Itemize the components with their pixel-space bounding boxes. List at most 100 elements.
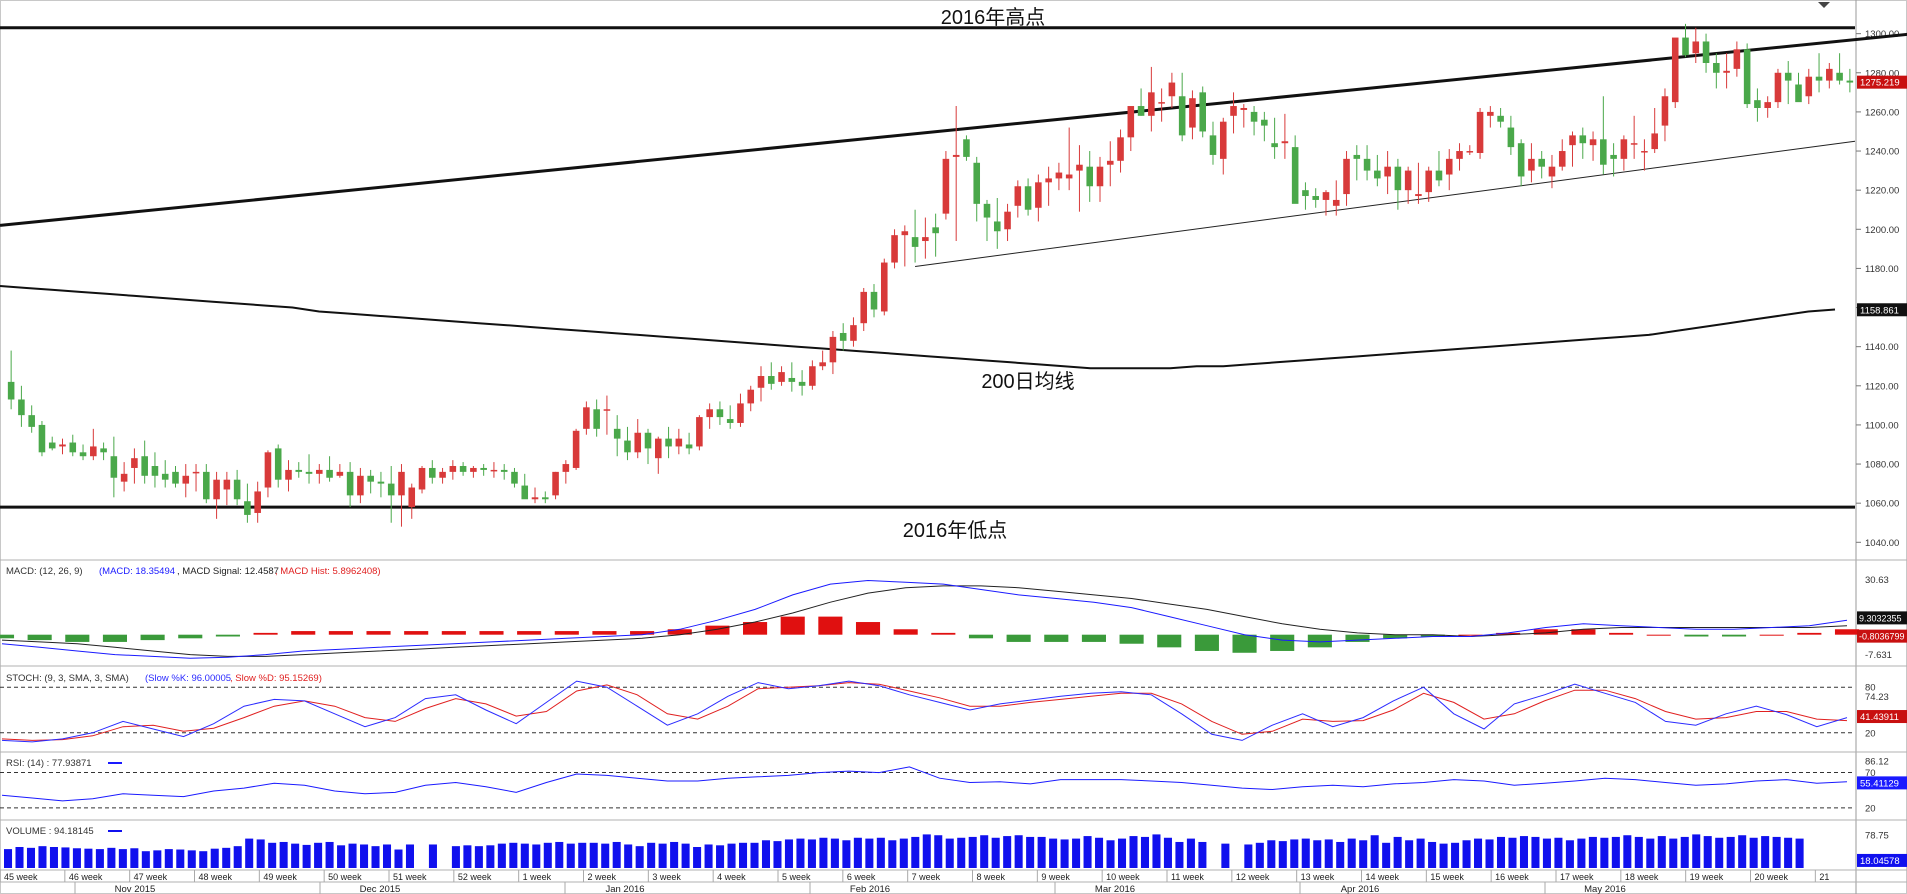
candle-body bbox=[1754, 100, 1761, 108]
macd-hist-bar bbox=[1420, 634, 1445, 637]
volume-bar bbox=[1152, 834, 1161, 868]
candle-body bbox=[110, 456, 118, 478]
candle-body bbox=[1528, 158, 1535, 171]
candle-body bbox=[490, 469, 498, 472]
candle-body bbox=[1219, 121, 1227, 159]
candle-body bbox=[305, 471, 313, 474]
candle-body bbox=[1476, 111, 1484, 153]
last-price-tag-bg bbox=[1857, 75, 1907, 89]
volume-bar bbox=[1014, 835, 1023, 868]
macd-hist-bar bbox=[780, 616, 805, 635]
volume-bar bbox=[1623, 835, 1632, 868]
candle-body bbox=[973, 162, 981, 204]
volume-bar bbox=[555, 841, 564, 868]
volume-bar bbox=[520, 843, 529, 868]
candle-body bbox=[706, 409, 713, 418]
volume-bar bbox=[1485, 839, 1494, 868]
volume-bar bbox=[95, 849, 104, 868]
week-label: 48 week bbox=[199, 872, 233, 882]
macd-line bbox=[1, 579, 1848, 659]
candle-body bbox=[1117, 137, 1124, 161]
candle-body bbox=[90, 446, 97, 457]
volume-bar bbox=[84, 848, 93, 868]
volume-bar bbox=[1049, 838, 1058, 868]
candle-body bbox=[1713, 62, 1720, 73]
volume-bar bbox=[187, 850, 196, 868]
candle-body bbox=[1425, 170, 1432, 193]
rsi-tick-label: 20 bbox=[1865, 803, 1876, 814]
macd-hist-bar bbox=[1496, 632, 1521, 635]
candle-body bbox=[1723, 70, 1730, 73]
volume-bar bbox=[1439, 843, 1448, 868]
candle-body bbox=[1158, 102, 1165, 104]
macd-tag-bg bbox=[1857, 611, 1907, 625]
volume-bar bbox=[1278, 841, 1287, 868]
candle-body bbox=[767, 376, 775, 384]
week-label: 12 week bbox=[1236, 872, 1270, 882]
macd-hist-bar bbox=[65, 634, 90, 642]
volume-bar bbox=[1026, 836, 1035, 868]
volume-bar bbox=[1680, 836, 1689, 868]
candle-body bbox=[572, 430, 580, 468]
volume-bar bbox=[1761, 836, 1770, 868]
candle-body bbox=[511, 471, 518, 484]
week-label: 45 week bbox=[4, 872, 38, 882]
candle-body bbox=[562, 464, 570, 472]
volume-bar bbox=[1003, 836, 1012, 868]
candle-body bbox=[141, 456, 148, 476]
candle-body bbox=[624, 440, 631, 453]
macd-hist-bar bbox=[630, 631, 655, 635]
week-label: 4 week bbox=[717, 872, 746, 882]
volume-bar bbox=[1428, 841, 1437, 868]
candle-body bbox=[542, 497, 549, 500]
candle-body bbox=[819, 362, 826, 367]
candle-body bbox=[182, 475, 190, 484]
volume-bar bbox=[1221, 843, 1230, 868]
macd-panel-label: MACD: (12, 26, 9) bbox=[6, 566, 83, 577]
macd-tick-label: -7.631 bbox=[1865, 650, 1892, 661]
volume-bar bbox=[1715, 837, 1724, 868]
week-label: 15 week bbox=[1430, 872, 1464, 882]
volume-bar bbox=[4, 849, 13, 868]
macd-hist-bar bbox=[366, 631, 391, 635]
volume-bar bbox=[1703, 836, 1712, 868]
chevron-down-icon[interactable] bbox=[1818, 2, 1830, 8]
annotation-2016-low: 2016年低点 bbox=[903, 519, 1008, 542]
candle-body bbox=[1651, 133, 1658, 150]
candle-body bbox=[7, 381, 15, 400]
candle-body bbox=[1630, 143, 1638, 145]
ma200-line bbox=[0, 285, 1836, 370]
volume-bar bbox=[922, 834, 931, 868]
macd-hist-bar bbox=[743, 622, 768, 635]
candle-body bbox=[716, 409, 724, 418]
stoch-tag-label: 41.43911 bbox=[1860, 712, 1899, 723]
volume-bar bbox=[1072, 838, 1081, 868]
candle-body bbox=[993, 221, 1001, 232]
candle-body bbox=[1322, 192, 1330, 200]
volume-bar bbox=[1542, 838, 1551, 868]
candle-body bbox=[603, 409, 611, 411]
candle-body bbox=[1733, 49, 1741, 69]
stoch-d-line bbox=[1, 682, 1848, 741]
candle-body bbox=[1445, 158, 1453, 175]
volume-bar bbox=[1600, 837, 1609, 868]
candle-body bbox=[1805, 76, 1813, 97]
volume-bar bbox=[279, 841, 288, 868]
candle-body bbox=[1795, 84, 1802, 103]
volume-bar bbox=[1163, 837, 1172, 868]
volume-bar bbox=[382, 844, 392, 868]
macd-hist-bar bbox=[667, 629, 692, 635]
candle-body bbox=[983, 203, 991, 218]
candle-body bbox=[357, 475, 364, 496]
candle-body bbox=[1435, 170, 1443, 181]
macd-hist-bar bbox=[1194, 634, 1219, 651]
volume-bar bbox=[1267, 840, 1276, 868]
annotation-2016-high: 2016年高点 bbox=[941, 6, 1046, 29]
candle-body bbox=[1415, 194, 1422, 197]
volume-bar bbox=[222, 847, 231, 868]
candle-body bbox=[1774, 72, 1782, 103]
volume-bar bbox=[566, 843, 575, 868]
week-label: 6 week bbox=[847, 872, 876, 882]
macd-hist-bar bbox=[1646, 634, 1671, 636]
week-label: 1 week bbox=[523, 872, 552, 882]
